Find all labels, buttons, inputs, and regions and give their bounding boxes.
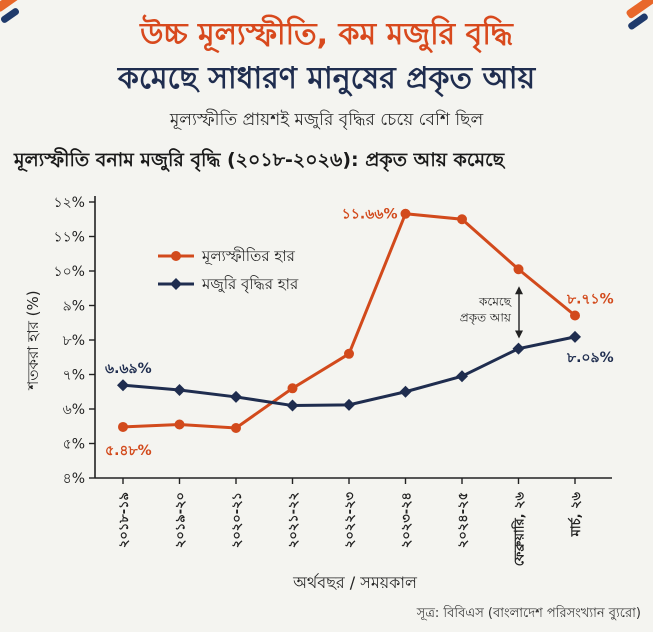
- chart-title: মূল্যস্ফীতি বনাম মজুরি বৃদ্ধি (২০১৮-২০২৬…: [14, 149, 505, 171]
- point-wage: [456, 370, 468, 383]
- point-wage: [343, 398, 355, 411]
- y-axis-label: শতকরা হার (%): [24, 290, 42, 390]
- point-inflation: [570, 310, 580, 321]
- point-wage: [512, 342, 525, 355]
- headline-line-2: কমেছে সাধারণ মানুষের প্রকৃত আয়: [117, 61, 536, 96]
- series-line-wage: [122, 335, 576, 408]
- point-inflation: [231, 422, 241, 433]
- x-tick-label: মার্চ, ২৬: [567, 491, 584, 537]
- x-tick-label: ২০২১-২২: [287, 492, 302, 548]
- y-tick-label: ৫%: [63, 437, 85, 453]
- point-wage: [117, 379, 129, 392]
- y-tick-label: ৭%: [63, 368, 85, 384]
- x-tick-label: ২০২৪-২৫: [456, 492, 471, 548]
- annotation-arrow-head-bottom: [515, 330, 523, 339]
- legend-label-inflation: মূল্যস্ফীতির হার: [201, 247, 296, 266]
- point-inflation: [287, 383, 298, 394]
- point-wage: [230, 390, 242, 403]
- point-inflation: [174, 419, 185, 430]
- legend-label-wage: মজুরি বৃদ্ধির হার: [201, 275, 299, 294]
- x-tick-label: ২০২২-২৩: [343, 491, 358, 548]
- data-label-inflation-last: ৮.৭১%: [566, 292, 614, 308]
- annotation-text-line2: প্রকৃত আয়: [460, 310, 512, 325]
- point-wage: [173, 384, 186, 397]
- legend-swatch-inflation-marker: [171, 251, 181, 261]
- headline-line-1: উচ্চ মূল্যস্ফীতি, কম মজুরি বৃদ্ধি: [140, 17, 513, 52]
- point-inflation: [400, 208, 411, 219]
- headline-subtitle: মূল্যস্ফীতি প্রায়শই মজুরি বৃদ্ধির চেয়ে…: [169, 110, 484, 130]
- point-inflation: [457, 214, 467, 225]
- annotation-text-line1: কমেছে: [478, 294, 512, 308]
- y-tick-label: ৬%: [63, 402, 85, 418]
- data-label-wage-first: ৬.৬৯%: [105, 361, 152, 377]
- point-wage: [569, 330, 581, 343]
- data-label-wage-last: ৮.০৯%: [566, 350, 614, 366]
- x-tick-label: ফেব্রুয়ারি, ২৬: [511, 491, 528, 566]
- data-label-inflation-first: ৫.৪৮%: [105, 443, 152, 459]
- x-axis-label: অর্থবছর / সময়কাল: [292, 573, 418, 592]
- annotation-arrow-head-top: [515, 286, 523, 295]
- y-tick-label: ১২%: [54, 195, 86, 211]
- point-inflation: [344, 348, 354, 359]
- legend-swatch-wage-marker: [170, 278, 182, 290]
- point-wage: [286, 399, 299, 412]
- point-wage: [399, 385, 412, 398]
- point-inflation: [118, 421, 128, 432]
- point-inflation: [513, 264, 524, 275]
- x-tick-label: ২০১৮-১৯: [117, 492, 132, 548]
- x-tick-label: ২০১৯-২০: [174, 492, 189, 548]
- y-tick-label: ৪%: [63, 471, 85, 487]
- data-label-inflation-peak: ১১.৬৬%: [342, 207, 398, 223]
- x-tick-label: ২০২০-২১: [230, 492, 245, 548]
- y-tick-label: ১০%: [54, 264, 86, 280]
- source-note: সূত্র: বিবিএস (বাংলাদেশ পরিসংখ্যান ব্যুর…: [416, 606, 641, 621]
- y-tick-label: ৯%: [63, 299, 85, 315]
- y-tick-label: ১১%: [54, 230, 85, 246]
- x-tick-label: ২০২৩-২৪: [400, 492, 415, 548]
- y-tick-label: ৮%: [63, 333, 85, 349]
